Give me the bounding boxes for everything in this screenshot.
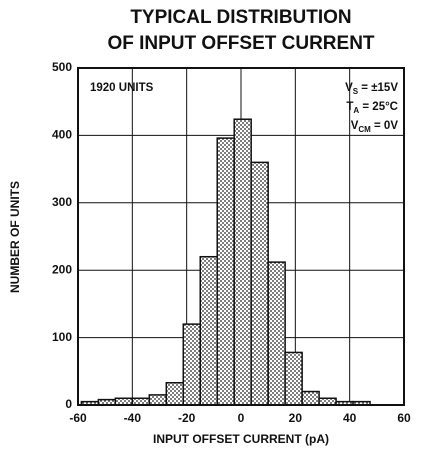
bar	[318, 397, 337, 406]
condition-value: = ±15V	[358, 82, 398, 94]
y-tick-label: 100	[52, 330, 72, 344]
bar	[301, 390, 320, 406]
bar	[199, 255, 218, 406]
bar	[284, 351, 303, 406]
y-axis-label: NUMBER OF UNITS	[8, 181, 22, 293]
bar	[250, 161, 269, 406]
x-tick-label: -60	[69, 411, 87, 425]
bar	[182, 323, 201, 406]
x-tick-label: 40	[343, 411, 357, 425]
chart-title: OF INPUT OFFSET CURRENT	[107, 33, 374, 54]
bar	[114, 397, 134, 406]
bar	[131, 397, 151, 406]
bar	[216, 137, 235, 406]
x-tick-label: 60	[397, 411, 411, 425]
y-tick-label: 0	[65, 397, 72, 411]
condition-subscript: A	[353, 106, 359, 115]
annotation: 1920 UNITS	[90, 82, 154, 94]
condition-symbol: V	[345, 82, 353, 94]
condition: VS = ±15V	[345, 82, 398, 96]
condition: TA = 25°C	[346, 101, 398, 115]
chart-title: TYPICAL DISTRIBUTION	[130, 7, 351, 28]
x-tick-label: 0	[238, 411, 245, 425]
y-tick-label: 500	[52, 60, 72, 74]
condition-value: = 0V	[371, 120, 399, 132]
x-tick-label: -40	[124, 411, 142, 425]
bar	[267, 261, 286, 406]
condition-value: = 25°C	[359, 101, 398, 113]
x-tick-label: -20	[178, 411, 196, 425]
x-tick-label: 20	[289, 411, 303, 425]
bar	[165, 382, 185, 406]
y-tick-label: 200	[52, 262, 72, 276]
x-axis-label: INPUT OFFSET CURRENT (pA)	[153, 432, 329, 446]
condition-symbol: V	[351, 120, 359, 132]
y-tick-label: 300	[52, 195, 72, 209]
bar	[233, 118, 252, 406]
condition-subscript: S	[353, 87, 359, 96]
condition-subscript: CM	[358, 125, 371, 134]
y-tick-label: 400	[52, 128, 72, 142]
bar	[148, 394, 168, 406]
plot-frame	[77, 67, 405, 406]
condition: VCM = 0V	[351, 120, 399, 134]
condition-symbol: T	[346, 101, 353, 113]
